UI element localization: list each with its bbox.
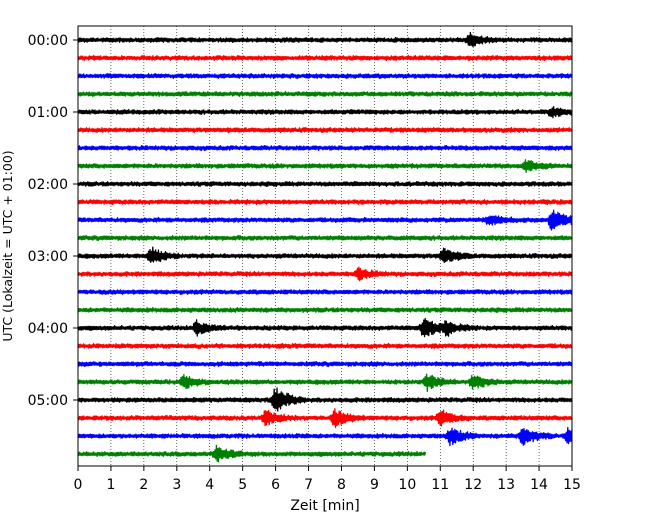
y-tick-label: 00:00	[28, 33, 68, 49]
trace-0415	[77, 342, 573, 350]
trace-layer	[77, 31, 573, 463]
x-tick-label: 1	[106, 477, 115, 493]
x-tick-label: 5	[238, 477, 247, 493]
x-tick-label: 12	[464, 477, 482, 493]
x-tick-label: 10	[398, 477, 416, 493]
trace-0445	[77, 373, 573, 392]
trace-0545	[77, 444, 427, 463]
trace-0330	[77, 288, 573, 296]
trace-0300	[77, 246, 573, 264]
x-tick-label: 13	[497, 477, 515, 493]
x-tick-label: 14	[530, 477, 548, 493]
y-axis: 00:00 01:00 02:00 03:00 04:00 05:00	[28, 33, 78, 409]
x-tick-label: 2	[139, 477, 148, 493]
trace-0030	[77, 72, 573, 80]
plot-frame	[77, 25, 573, 467]
y-tick-label: 03:00	[28, 249, 68, 265]
x-tick-label: 9	[370, 477, 379, 493]
y-tick-label: 02:00	[28, 177, 68, 193]
y-tick-label: 04:00	[28, 321, 68, 337]
trace-0430	[77, 360, 573, 368]
x-axis-title: Zeit [min]	[290, 498, 359, 514]
trace-0245	[77, 234, 573, 242]
trace-0315	[77, 266, 573, 282]
trace-0000	[77, 31, 573, 47]
trace-0345	[77, 306, 573, 314]
x-tick-label: 11	[431, 477, 449, 493]
x-tick-label: 7	[304, 477, 313, 493]
trace-0500	[77, 387, 573, 412]
trace-0215	[77, 198, 573, 206]
trace-0515	[77, 408, 573, 429]
trace-0400	[77, 317, 573, 338]
trace-0100	[77, 105, 573, 119]
trace-0145	[77, 159, 573, 173]
x-tick-label: 3	[172, 477, 181, 493]
x-tick-label: 4	[205, 477, 214, 493]
trace-0045	[77, 90, 573, 98]
x-axis: 0 1 2 3 4 5 6 7 8 9 10 11 12 13 14 15	[74, 466, 581, 493]
trace-0015	[77, 54, 573, 62]
x-tick-label: 15	[563, 477, 581, 493]
trace-0530	[77, 426, 573, 447]
trace-0200	[77, 180, 573, 188]
x-tick-label: 8	[337, 477, 346, 493]
y-axis-title: UTC (Lokalzeit = UTC + 01:00)	[0, 150, 15, 341]
trace-0130	[77, 144, 573, 152]
trace-0230	[77, 209, 573, 231]
y-tick-label: 01:00	[28, 105, 68, 121]
y-tick-label: 05:00	[28, 393, 68, 409]
trace-0115	[77, 126, 573, 134]
x-tick-label: 0	[74, 477, 83, 493]
x-tick-label: 6	[271, 477, 280, 493]
